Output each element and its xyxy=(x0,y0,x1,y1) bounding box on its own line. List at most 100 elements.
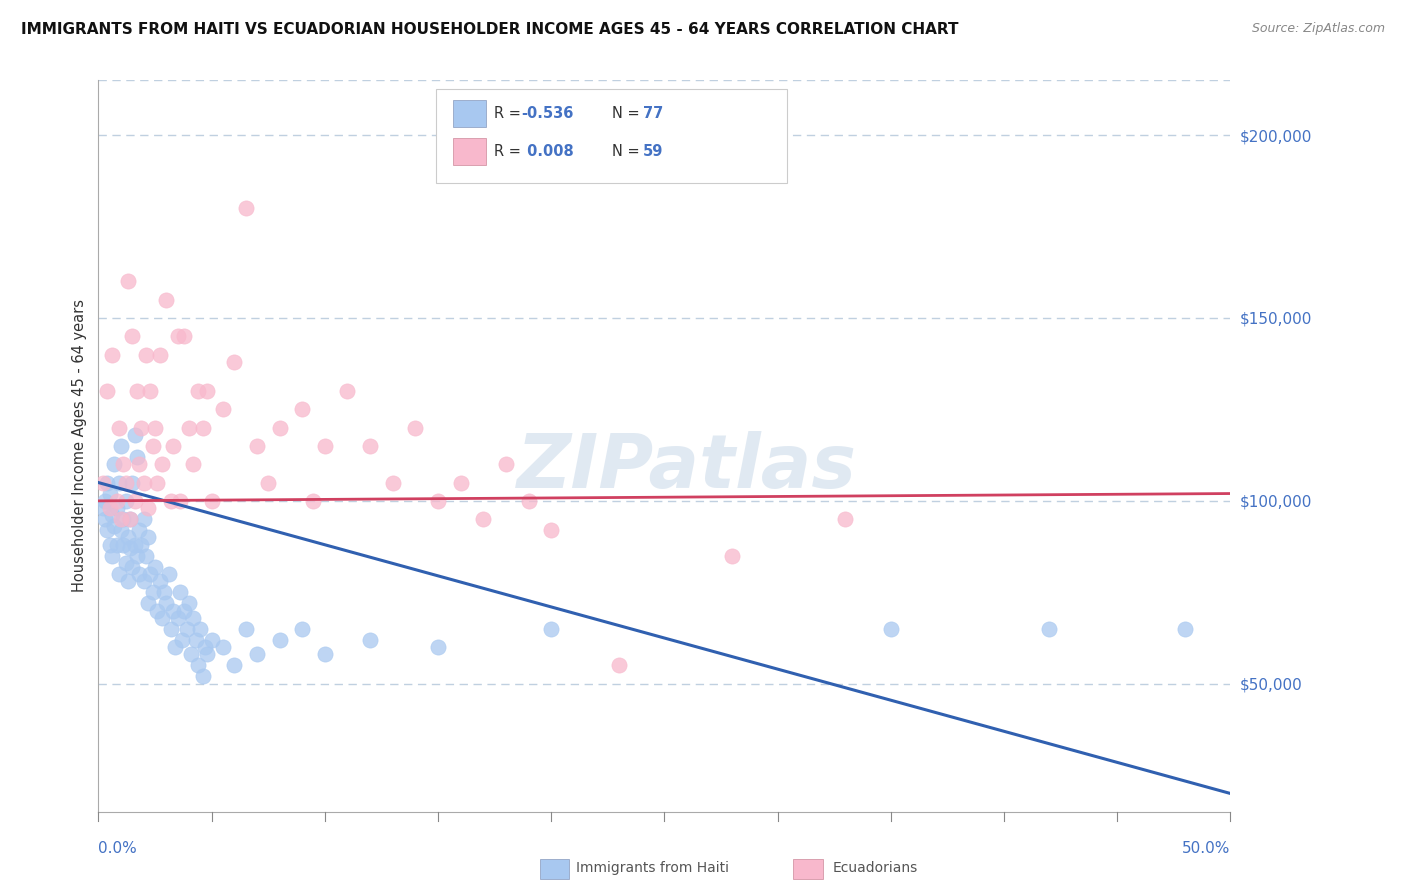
Text: IMMIGRANTS FROM HAITI VS ECUADORIAN HOUSEHOLDER INCOME AGES 45 - 64 YEARS CORREL: IMMIGRANTS FROM HAITI VS ECUADORIAN HOUS… xyxy=(21,22,959,37)
Point xyxy=(136,596,159,610)
Point xyxy=(139,384,162,398)
Point xyxy=(136,501,159,516)
Point xyxy=(212,640,235,655)
Point xyxy=(101,549,124,563)
Point xyxy=(98,538,121,552)
Point xyxy=(117,274,139,288)
Point xyxy=(834,512,856,526)
Point xyxy=(114,556,136,570)
Point xyxy=(165,640,187,655)
Point xyxy=(124,538,146,552)
Point xyxy=(1174,622,1197,636)
Point xyxy=(114,475,136,490)
Point xyxy=(150,611,173,625)
Point xyxy=(136,530,159,544)
Point xyxy=(472,512,495,526)
Point xyxy=(160,622,183,636)
Point xyxy=(98,486,121,500)
Point xyxy=(187,384,209,398)
Point xyxy=(173,603,195,617)
Point xyxy=(427,640,450,655)
Point xyxy=(135,348,157,362)
Point xyxy=(427,493,450,508)
Point xyxy=(131,538,153,552)
Point xyxy=(359,632,381,647)
Point xyxy=(224,658,246,673)
Point xyxy=(291,402,314,417)
Point xyxy=(143,420,166,434)
Point xyxy=(187,658,209,673)
Point xyxy=(131,420,153,434)
Point xyxy=(194,640,217,655)
Point xyxy=(91,501,114,516)
Point xyxy=(381,475,404,490)
Point xyxy=(132,512,155,526)
Point xyxy=(191,420,214,434)
Point xyxy=(132,475,155,490)
Point xyxy=(121,329,143,343)
Point xyxy=(314,648,336,662)
Point xyxy=(495,457,517,471)
Text: Immigrants from Haiti: Immigrants from Haiti xyxy=(576,861,730,875)
Point xyxy=(235,201,257,215)
Point xyxy=(246,439,269,453)
Point xyxy=(224,355,246,369)
Point xyxy=(112,538,135,552)
Point xyxy=(157,567,180,582)
Point xyxy=(105,538,128,552)
Point xyxy=(191,669,214,683)
Point xyxy=(96,384,118,398)
Point xyxy=(135,549,157,563)
Point xyxy=(162,439,184,453)
Point xyxy=(142,585,165,599)
Point xyxy=(176,622,198,636)
Point xyxy=(132,574,155,589)
Point xyxy=(120,512,142,526)
Point xyxy=(101,348,124,362)
Point xyxy=(160,493,183,508)
Point xyxy=(450,475,472,490)
Point xyxy=(183,457,205,471)
Point xyxy=(120,512,142,526)
Point xyxy=(155,293,177,307)
Point xyxy=(177,596,200,610)
Point xyxy=(269,420,291,434)
Point xyxy=(125,384,148,398)
Point xyxy=(101,508,124,523)
Point xyxy=(212,402,235,417)
Point xyxy=(183,611,205,625)
Point xyxy=(177,420,200,434)
Point xyxy=(107,567,129,582)
Point xyxy=(201,493,224,508)
Point xyxy=(107,475,129,490)
Point xyxy=(112,457,135,471)
Point xyxy=(148,574,170,589)
Text: ZIPatlas: ZIPatlas xyxy=(517,432,858,505)
Point xyxy=(195,648,218,662)
Point xyxy=(124,493,146,508)
Point xyxy=(302,493,325,508)
Point xyxy=(146,475,169,490)
Point xyxy=(120,541,142,556)
Point xyxy=(166,611,188,625)
Point xyxy=(291,622,314,636)
Text: Source: ZipAtlas.com: Source: ZipAtlas.com xyxy=(1251,22,1385,36)
Text: 0.008: 0.008 xyxy=(522,145,574,159)
Point xyxy=(246,648,269,662)
Point xyxy=(150,457,173,471)
Point xyxy=(124,428,146,442)
Point xyxy=(607,658,630,673)
Point xyxy=(169,585,191,599)
Point xyxy=(180,648,202,662)
Point xyxy=(128,457,150,471)
Point xyxy=(188,622,211,636)
Text: 0.0%: 0.0% xyxy=(98,841,138,856)
Point xyxy=(105,493,128,508)
Point xyxy=(142,439,165,453)
Point xyxy=(146,603,169,617)
Text: 59: 59 xyxy=(643,145,662,159)
Point xyxy=(96,523,118,537)
Point xyxy=(94,493,117,508)
Point xyxy=(235,622,257,636)
Point xyxy=(114,493,136,508)
